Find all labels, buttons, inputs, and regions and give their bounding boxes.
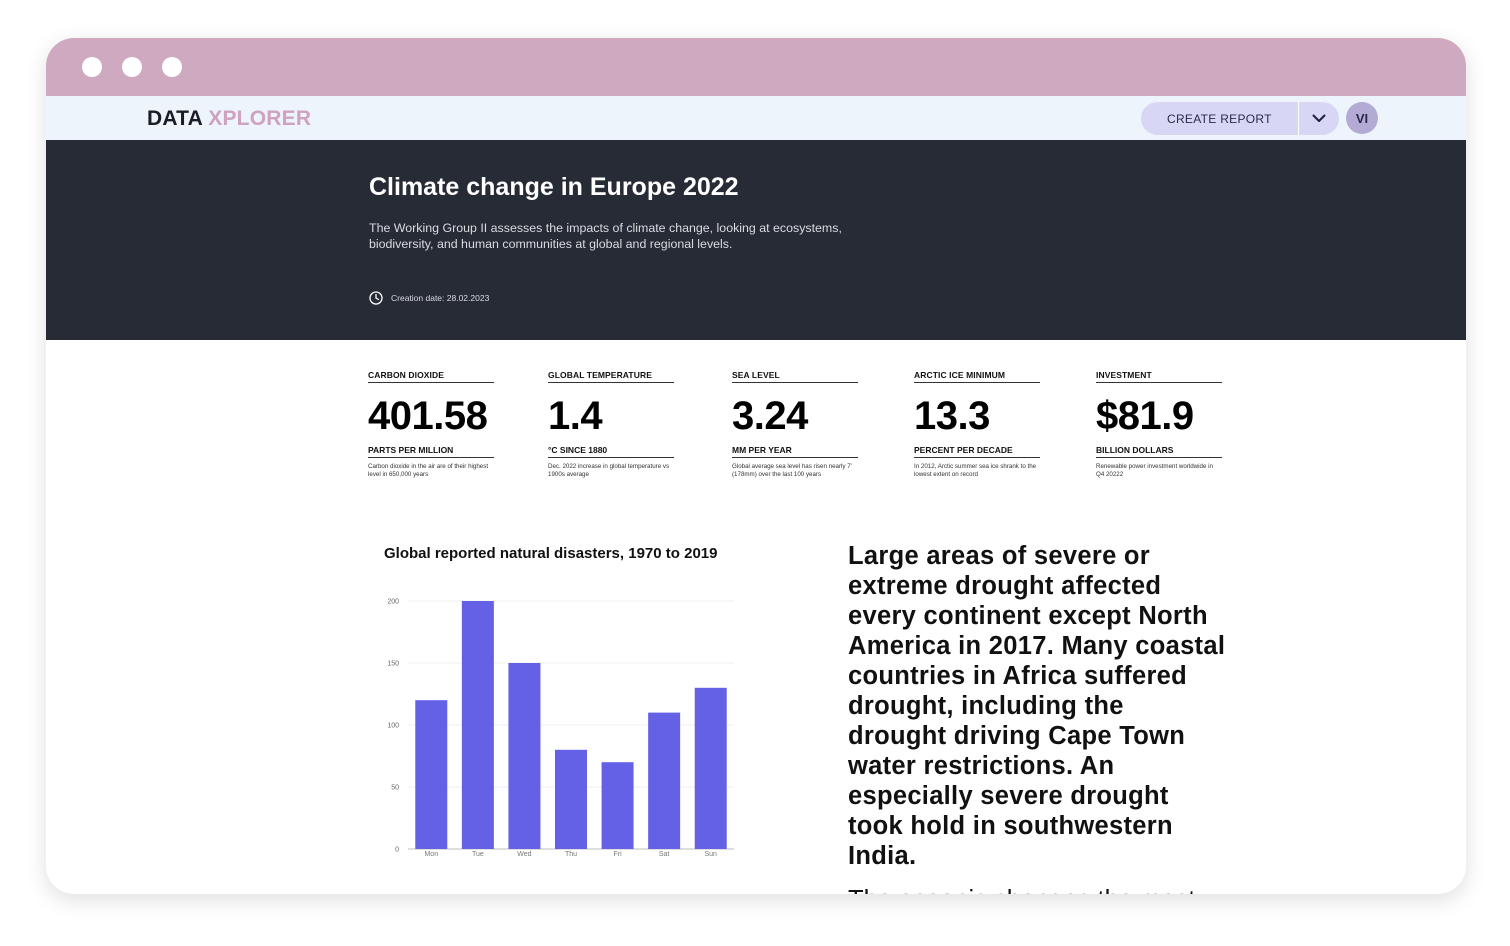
article-text: Large areas of severe or extreme drought…	[848, 541, 1228, 894]
article-lead: Large areas of severe or extreme drought…	[848, 542, 1226, 870]
stat-sea-level: SEA LEVEL 3.24 MM PER YEAR Global averag…	[732, 370, 858, 479]
chevron-down-icon	[1312, 114, 1326, 122]
chart-bar[interactable]	[508, 663, 541, 849]
chart-bar[interactable]	[415, 700, 448, 849]
report-header: Climate change in Europe 2022 The Workin…	[46, 140, 1466, 340]
page-title: Climate change in Europe 2022	[369, 173, 739, 201]
stat-global-temperature: GLOBAL TEMPERATURE 1.4 °C SINCE 1880 Dec…	[548, 370, 674, 479]
stat-unit: BILLION DOLLARS	[1096, 445, 1222, 458]
user-avatar[interactable]: VI	[1346, 102, 1378, 134]
chart-bar[interactable]	[694, 687, 727, 849]
create-report-split-button: CREATE REPORT	[1141, 102, 1339, 135]
y-tick-label: 200	[387, 599, 399, 606]
stat-investment: INVESTMENT $81.9 BILLION DOLLARS Renewab…	[1096, 370, 1222, 479]
x-tick-label: Sat	[659, 851, 670, 858]
stat-value: $81.9	[1096, 394, 1194, 438]
logo-text-accent: XPLORER	[208, 107, 312, 130]
stat-note: Dec. 2022 increase in global temperature…	[548, 463, 670, 478]
stat-unit: MM PER YEAR	[732, 445, 858, 458]
stat-value: 3.24	[732, 394, 808, 438]
create-report-button[interactable]: CREATE REPORT	[1141, 102, 1299, 135]
stat-label: GLOBAL TEMPERATURE	[548, 370, 674, 383]
y-tick-label: 150	[387, 661, 399, 668]
stat-carbon-dioxide: CARBON DIOXIDE 401.58 PARTS PER MILLION …	[368, 370, 494, 479]
stat-arctic-ice-minimum: ARCTIC ICE MINIMUM 13.3 PERCENT PER DECA…	[914, 370, 1040, 479]
stat-note: Carbon dioxide in the air are of their h…	[368, 463, 489, 478]
window-control-dot[interactable]	[82, 57, 102, 77]
x-tick-label: Sun	[704, 851, 717, 858]
create-report-dropdown-button[interactable]	[1299, 102, 1339, 135]
stat-label: INVESTMENT	[1096, 370, 1222, 383]
stat-unit: °C SINCE 1880	[548, 445, 674, 458]
x-tick-label: Mon	[424, 851, 438, 858]
window-control-dot[interactable]	[122, 57, 142, 77]
y-tick-label: 100	[387, 723, 399, 730]
stat-label: SEA LEVEL	[732, 370, 858, 383]
bar-chart: 0 50 100 150 200 Mon Tue Wed Thu Fri Sat Sun	[387, 599, 734, 858]
page-description: The Working Group II assesses the impact…	[369, 221, 842, 251]
stat-note: In 2012, Arctic summer sea ice shrank to…	[914, 463, 1037, 478]
x-tick-label: Fri	[613, 851, 622, 858]
x-tick-label: Wed	[517, 851, 531, 858]
stat-note: Global average sea level has risen nearl…	[732, 463, 852, 478]
article-body: The oceanic changes the most visible	[848, 885, 1228, 894]
chart-bar[interactable]	[648, 712, 681, 849]
chart-bar[interactable]	[555, 749, 587, 849]
window-titlebar	[46, 38, 1466, 96]
top-navbar: DATA XPLORER CREATE REPORT VI	[46, 96, 1466, 140]
stat-unit: PARTS PER MILLION	[368, 445, 494, 458]
stat-value: 1.4	[548, 394, 603, 438]
stat-label: ARCTIC ICE MINIMUM	[914, 370, 1040, 383]
y-tick-label: 50	[391, 785, 399, 792]
stat-label: CARBON DIOXIDE	[368, 370, 494, 383]
chart-title: Global reported natural disasters, 1970 …	[384, 545, 718, 562]
x-tick-label: Tue	[472, 851, 484, 858]
chart-bar[interactable]	[601, 762, 634, 849]
stat-value: 13.3	[914, 394, 990, 438]
clock-icon	[369, 291, 383, 305]
x-tick-label: Thu	[565, 851, 577, 858]
logo-text-primary: DATA	[147, 107, 209, 130]
y-tick-label: 0	[395, 847, 399, 854]
browser-window: DATA XPLORER CREATE REPORT VI Climate ch…	[46, 38, 1466, 894]
app-logo[interactable]: DATA XPLORER	[147, 107, 311, 131]
chart-bar[interactable]	[461, 601, 494, 849]
stat-note: Renewable power investment worldwide in …	[1096, 463, 1213, 478]
window-control-dot[interactable]	[162, 57, 182, 77]
stat-unit: PERCENT PER DECADE	[914, 445, 1040, 458]
creation-date: Creation date: 28.02.2023	[369, 291, 489, 305]
stat-value: 401.58	[368, 394, 488, 438]
creation-date-text: Creation date: 28.02.2023	[391, 293, 490, 303]
